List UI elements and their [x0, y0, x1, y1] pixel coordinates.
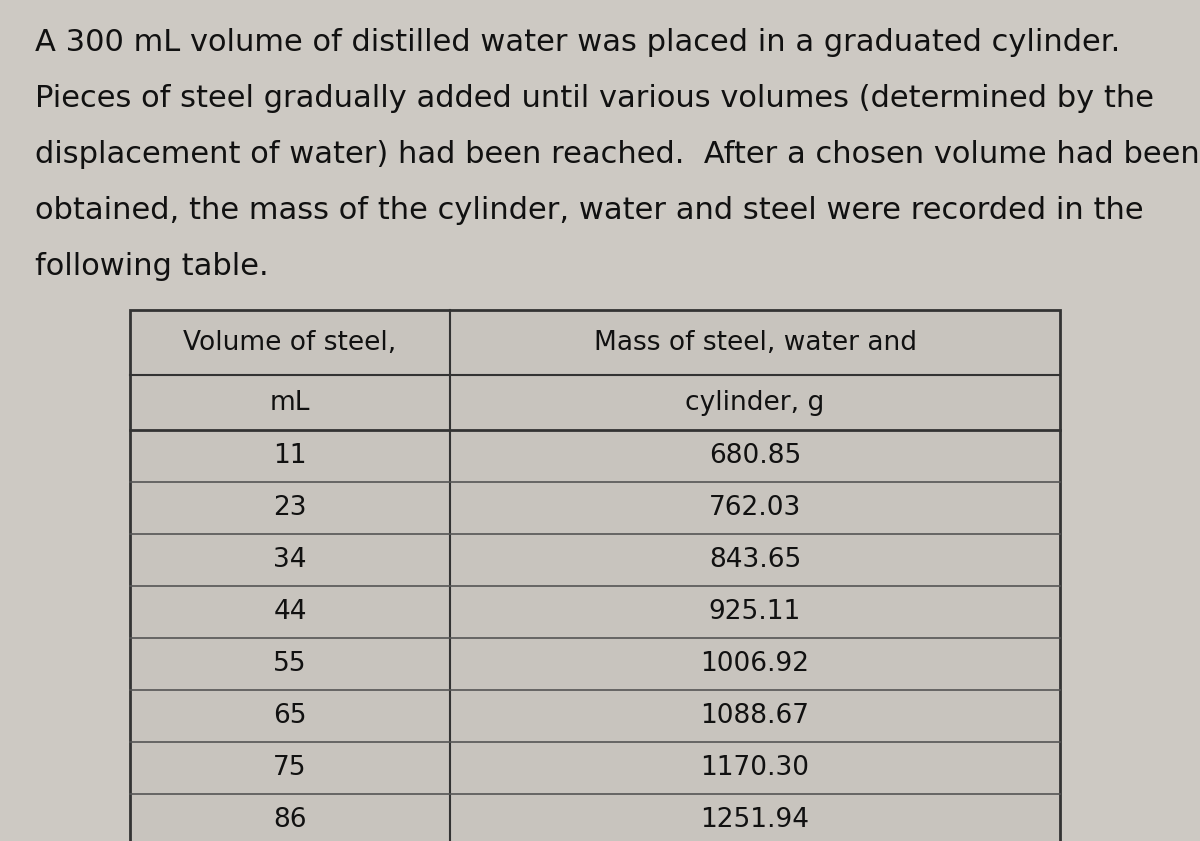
Text: 1170.30: 1170.30: [701, 755, 810, 781]
Text: 86: 86: [274, 807, 307, 833]
Text: 1251.94: 1251.94: [701, 807, 810, 833]
Text: 680.85: 680.85: [709, 443, 802, 469]
Text: displacement of water) had been reached.  After a chosen volume had been: displacement of water) had been reached.…: [35, 140, 1200, 169]
Text: 23: 23: [274, 495, 307, 521]
Text: Mass of steel, water and: Mass of steel, water and: [594, 330, 917, 356]
Text: mL: mL: [270, 389, 311, 415]
Text: 843.65: 843.65: [709, 547, 802, 573]
Text: 65: 65: [274, 703, 307, 729]
Text: obtained, the mass of the cylinder, water and steel were recorded in the: obtained, the mass of the cylinder, wate…: [35, 196, 1144, 225]
Text: 44: 44: [274, 599, 307, 625]
FancyBboxPatch shape: [130, 310, 1060, 841]
Text: Volume of steel,: Volume of steel,: [184, 330, 397, 356]
Text: 762.03: 762.03: [709, 495, 802, 521]
Text: Pieces of steel gradually added until various volumes (determined by the: Pieces of steel gradually added until va…: [35, 84, 1154, 113]
Text: 1088.67: 1088.67: [701, 703, 810, 729]
Text: 925.11: 925.11: [709, 599, 802, 625]
Text: following table.: following table.: [35, 252, 269, 281]
Text: 11: 11: [274, 443, 307, 469]
Text: 34: 34: [274, 547, 307, 573]
Text: 1006.92: 1006.92: [701, 651, 810, 677]
Text: A 300 mL volume of distilled water was placed in a graduated cylinder.: A 300 mL volume of distilled water was p…: [35, 28, 1121, 57]
Text: cylinder, g: cylinder, g: [685, 389, 824, 415]
Text: 55: 55: [274, 651, 307, 677]
Text: 75: 75: [274, 755, 307, 781]
